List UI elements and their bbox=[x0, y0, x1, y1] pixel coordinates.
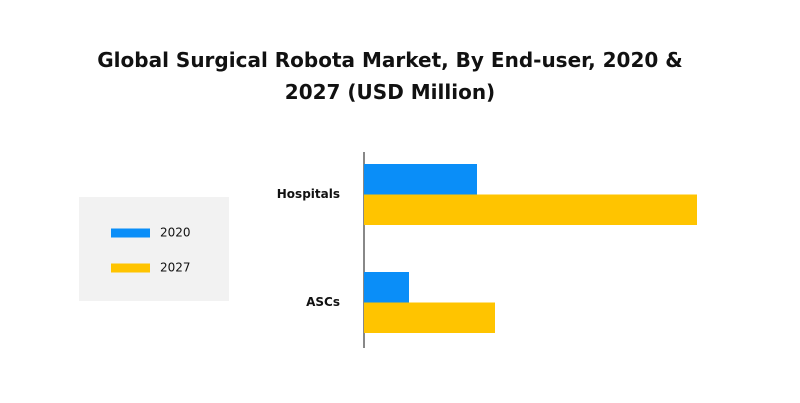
y-tick-label: Hospitals bbox=[277, 187, 340, 201]
legend-swatch bbox=[111, 263, 150, 273]
legend-box bbox=[79, 197, 229, 301]
legend-label: 2020 bbox=[160, 226, 191, 240]
chart-title: Global Surgical Robota Market, By End-us… bbox=[97, 48, 683, 104]
legend-swatch bbox=[111, 228, 150, 238]
y-tick-label: ASCs bbox=[306, 295, 340, 309]
bar bbox=[364, 164, 477, 195]
bar bbox=[364, 194, 697, 225]
legend-label: 2027 bbox=[160, 261, 191, 275]
bar bbox=[364, 272, 409, 303]
bar bbox=[364, 302, 495, 333]
